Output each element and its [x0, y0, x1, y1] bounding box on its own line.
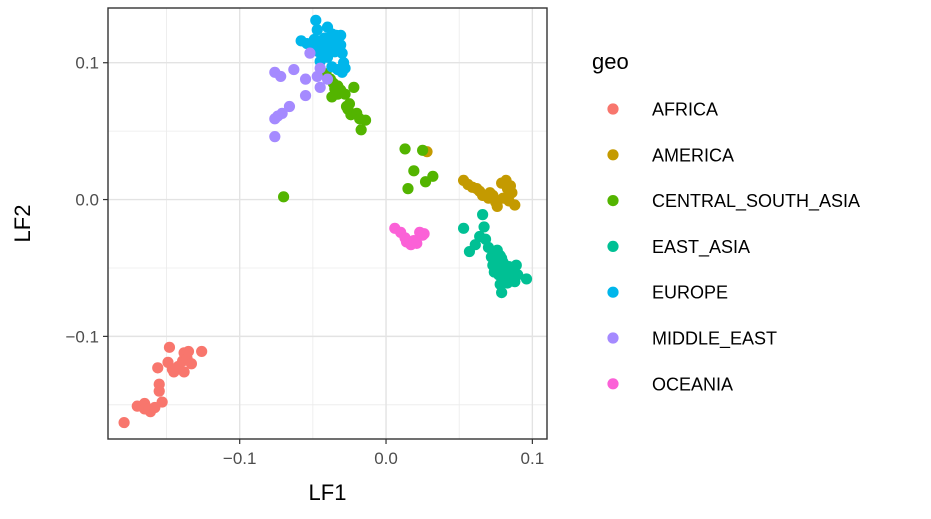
point-middle-east — [314, 62, 326, 74]
legend-title: geo — [592, 49, 629, 74]
point-america — [497, 192, 509, 204]
point-east-asia — [457, 222, 470, 234]
point-oceania — [411, 237, 423, 249]
gridlines — [108, 8, 547, 439]
point-middle-east — [275, 70, 287, 83]
point-europe — [321, 51, 334, 63]
point-east-asia — [469, 239, 481, 251]
legend-key-america — [607, 149, 619, 161]
point-europe — [310, 14, 322, 26]
legend-key-europe — [607, 286, 619, 298]
point-middle-east — [269, 113, 281, 125]
point-africa — [163, 341, 176, 353]
point-east-asia — [496, 286, 508, 299]
point-central-south-asia — [339, 88, 351, 100]
point-middle-east — [283, 100, 296, 113]
point-europe — [336, 47, 348, 59]
x-axis-title: LF1 — [309, 480, 347, 505]
point-central-south-asia — [359, 114, 372, 126]
legend-key-central-south-asia — [607, 195, 619, 207]
legend-key-oceania — [607, 378, 619, 390]
point-middle-east — [304, 47, 316, 59]
legend-label-america: AMERICA — [652, 145, 734, 165]
point-middle-east — [269, 131, 281, 143]
point-central-south-asia — [348, 81, 360, 93]
y-tick-label: 0.1 — [75, 54, 99, 73]
point-east-asia — [491, 244, 503, 256]
point-central-south-asia — [417, 144, 429, 156]
point-africa — [153, 378, 165, 390]
point-africa — [178, 366, 190, 378]
point-east-asia — [478, 221, 490, 233]
point-central-south-asia — [326, 91, 338, 103]
point-africa — [185, 358, 198, 370]
point-central-south-asia — [402, 183, 414, 195]
legend-label-east-asia: EAST_ASIA — [652, 237, 750, 258]
point-middle-east — [321, 73, 334, 85]
data-points — [118, 14, 533, 429]
point-europe — [311, 24, 323, 36]
y-tick-label: −0.1 — [65, 327, 99, 346]
legend-label-central-south-asia: CENTRAL_SOUTH_ASIA — [652, 191, 860, 212]
point-central-south-asia — [355, 124, 367, 136]
point-europe — [335, 29, 347, 41]
point-africa — [152, 362, 164, 374]
x-tick-label: 0.1 — [521, 449, 545, 468]
point-africa — [182, 345, 195, 358]
point-east-asia — [477, 209, 489, 221]
plot-panel-border — [107, 7, 548, 440]
point-central-south-asia — [427, 170, 439, 182]
legend-label-africa: AFRICA — [652, 100, 718, 120]
axes: −0.1 0.0 0.1 −0.1 0.0 0.1 — [65, 54, 544, 468]
point-central-south-asia — [408, 165, 420, 177]
point-east-asia — [510, 259, 522, 271]
legend-key-middle-east — [607, 332, 619, 344]
point-middle-east — [299, 89, 312, 102]
legend-label-europe: EUROPE — [652, 283, 728, 303]
y-tick-label: 0.0 — [75, 191, 99, 210]
point-east-asia — [520, 273, 533, 285]
legend-key-africa — [607, 103, 619, 115]
point-middle-east — [314, 81, 326, 93]
legend-key-east-asia — [607, 240, 619, 252]
point-central-south-asia — [399, 143, 411, 155]
x-tick-label: −0.1 — [223, 449, 257, 468]
point-middle-east — [299, 73, 312, 85]
legend-label-oceania: OCEANIA — [652, 374, 733, 394]
point-africa — [196, 345, 208, 358]
point-africa — [118, 416, 130, 429]
point-east-asia — [482, 241, 495, 254]
y-axis-title: LF2 — [10, 205, 35, 243]
point-middle-east — [288, 63, 300, 76]
point-america — [491, 200, 503, 212]
legend-label-middle-east: MIDDLE_EAST — [652, 329, 777, 350]
point-oceania — [418, 228, 430, 240]
point-central-south-asia — [278, 191, 290, 203]
point-east-asia — [496, 252, 508, 264]
point-africa — [156, 396, 168, 408]
x-tick-label: 0.0 — [374, 449, 398, 468]
legend: geo AFRICA AMERICA CENTRAL_SOUTH_ASIA EAST_… — [592, 49, 860, 394]
point-east-asia — [512, 269, 524, 281]
point-europe — [339, 62, 351, 74]
